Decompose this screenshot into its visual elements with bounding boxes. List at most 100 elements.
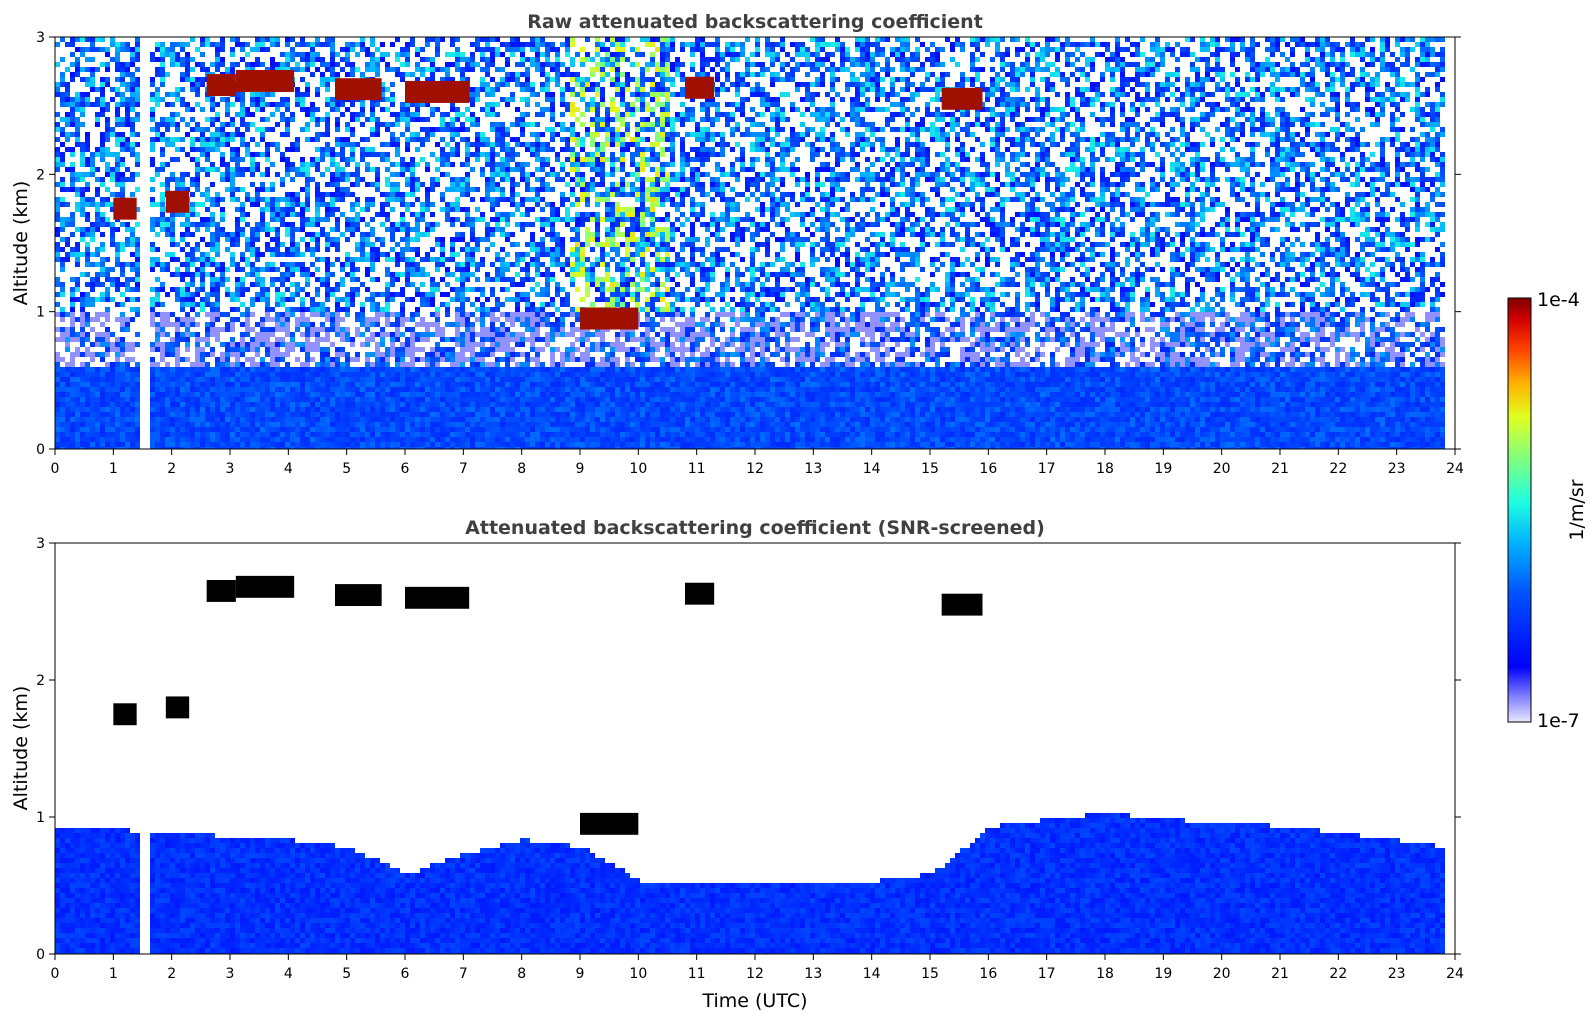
heatmap-cell	[190, 377, 195, 382]
heatmap-cell	[235, 402, 240, 407]
heatmap-cell	[355, 67, 360, 72]
heatmap-cell	[100, 267, 105, 272]
heatmap-cell	[95, 412, 100, 417]
heatmap-cell	[250, 362, 255, 367]
heatmap-cell	[410, 357, 415, 362]
heatmap-cell	[210, 232, 215, 237]
heatmap-cell	[345, 437, 350, 442]
heatmap-cell	[425, 197, 430, 202]
heatmap-cell	[460, 302, 465, 307]
heatmap-cell	[185, 287, 190, 292]
heatmap-cell	[425, 352, 430, 357]
heatmap-cell	[455, 367, 460, 372]
heatmap-cell	[340, 407, 345, 412]
heatmap-cell	[240, 442, 245, 447]
heatmap-cell	[180, 62, 185, 67]
heatmap-cell	[60, 227, 65, 232]
heatmap-cell	[500, 372, 505, 377]
heatmap-cell	[120, 282, 125, 287]
heatmap-cell	[185, 397, 190, 402]
heatmap-cell	[285, 397, 290, 402]
heatmap-cell	[335, 222, 340, 227]
heatmap-cell	[205, 352, 210, 357]
heatmap-cell	[360, 392, 365, 397]
heatmap-cell	[335, 402, 340, 407]
heatmap-cell	[230, 182, 235, 187]
heatmap-cell	[360, 102, 365, 107]
heatmap-cell	[190, 447, 195, 449]
heatmap-cell	[265, 427, 270, 432]
heatmap-cell	[115, 152, 120, 157]
heatmap-cell	[85, 147, 90, 152]
heatmap-cell	[470, 42, 475, 47]
heatmap-cell	[120, 387, 125, 392]
heatmap-cell	[105, 132, 110, 137]
heatmap-cell	[60, 387, 65, 392]
heatmap-cell	[155, 287, 160, 292]
heatmap-cell	[170, 372, 175, 377]
heatmap-cell	[190, 77, 195, 82]
heatmap-cell	[175, 177, 180, 182]
heatmap-cell	[505, 102, 510, 107]
heatmap-cell	[470, 342, 475, 347]
heatmap-cell	[405, 447, 410, 449]
heatmap-cell	[370, 412, 375, 417]
heatmap-cell	[510, 72, 515, 77]
heatmap-cell	[255, 197, 260, 202]
heatmap-cell	[480, 292, 485, 297]
heatmap-cell	[260, 292, 265, 297]
heatmap-cell	[490, 402, 495, 407]
heatmap-cell	[445, 257, 450, 262]
heatmap-cell	[415, 162, 420, 167]
heatmap-cell	[455, 382, 460, 387]
heatmap-cell	[490, 427, 495, 432]
heatmap-cell	[135, 42, 140, 47]
heatmap-cell	[310, 57, 315, 62]
heatmap-cell	[150, 82, 155, 87]
heatmap-cell	[105, 82, 110, 87]
heatmap-cell	[375, 172, 380, 177]
heatmap-cell	[325, 77, 330, 82]
heatmap-cell	[230, 62, 235, 67]
heatmap-cell	[385, 362, 390, 367]
heatmap-cell	[330, 67, 335, 72]
heatmap-cell	[460, 347, 465, 352]
heatmap-cell	[125, 342, 130, 347]
heatmap-cell	[215, 147, 220, 152]
heatmap-cell	[95, 252, 100, 257]
heatmap-cell	[230, 47, 235, 52]
heatmap-cell	[500, 377, 505, 382]
heatmap-cell	[260, 437, 265, 442]
heatmap-cell	[65, 257, 70, 262]
heatmap-cell	[160, 402, 165, 407]
heatmap-cell	[110, 222, 115, 227]
heatmap-cell	[85, 217, 90, 222]
heatmap-cell	[180, 387, 185, 392]
heatmap-cell	[350, 67, 355, 72]
heatmap-cell	[285, 432, 290, 437]
heatmap-cell	[380, 382, 385, 387]
heatmap-cell	[280, 272, 285, 277]
heatmap-cell	[250, 122, 255, 127]
heatmap-cell	[275, 312, 280, 317]
heatmap-cell	[240, 422, 245, 427]
heatmap-cell	[500, 347, 505, 352]
heatmap-cell	[135, 37, 140, 42]
heatmap-cell	[185, 447, 190, 449]
heatmap-cell	[460, 292, 465, 297]
heatmap-cell	[75, 192, 80, 197]
heatmap-cell	[55, 147, 60, 152]
heatmap-cell	[245, 422, 250, 427]
heatmap-cell	[240, 122, 245, 127]
heatmap-cell	[500, 302, 505, 307]
heatmap-cell	[325, 312, 330, 317]
heatmap-cell	[130, 447, 135, 449]
heatmap-cell	[425, 167, 430, 172]
heatmap-cell	[510, 447, 515, 449]
heatmap-cell	[365, 117, 370, 122]
heatmap-cell	[395, 432, 400, 437]
heatmap-cell	[425, 77, 430, 82]
heatmap-cell	[245, 357, 250, 362]
heatmap-cell	[445, 322, 450, 327]
heatmap-cell	[410, 332, 415, 337]
